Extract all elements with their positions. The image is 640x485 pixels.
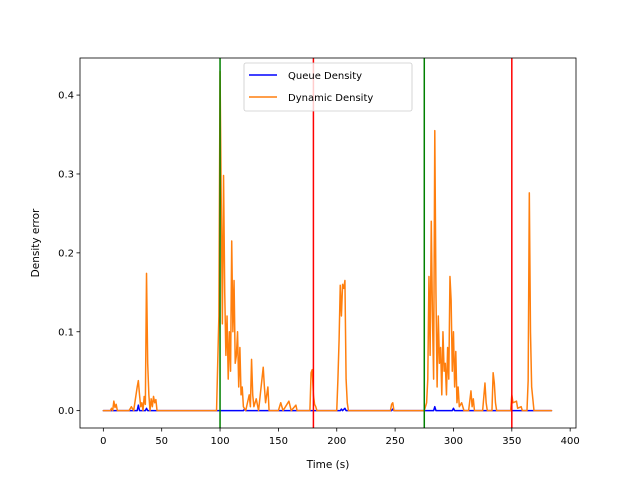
x-axis-label: Time (s): [306, 459, 350, 471]
x-tick-label: 350: [502, 436, 521, 447]
y-tick-label: 0.4: [58, 91, 74, 102]
series-layer: [102, 70, 553, 412]
x-tick-label: 250: [386, 436, 405, 447]
y-tick-label: 0.0: [58, 406, 74, 417]
x-tick-label: 50: [155, 436, 168, 447]
legend-box: [243, 62, 413, 112]
x-tick-label: 100: [211, 436, 230, 447]
x-axis-ticks: 0 50 100 150 200 250 300 350 400: [100, 428, 580, 447]
legend-items: Queue Density Dynamic Density: [249, 71, 373, 104]
vertical-lines-layer: [219, 58, 513, 428]
axes-frame: [79, 57, 577, 429]
y-axis-ticks: 0.0 0.1 0.2 0.3 0.4: [58, 91, 80, 417]
legend-label-0: Queue Density: [288, 71, 362, 82]
x-tick-label: 200: [327, 436, 346, 447]
y-axis-label: Density error: [30, 208, 42, 277]
y-tick-label: 0.2: [58, 248, 74, 259]
legend-label-1: Dynamic Density: [288, 93, 373, 104]
axes-background: [80, 58, 576, 428]
y-tick-label: 0.3: [58, 169, 74, 180]
series-line-0: [102, 404, 553, 412]
x-tick-label: 0: [100, 436, 106, 447]
y-tick-label: 0.1: [58, 327, 74, 338]
x-tick-label: 150: [269, 436, 288, 447]
plot-area: [80, 58, 576, 428]
series-line-1: [102, 70, 553, 412]
legend: Queue Density Dynamic Density: [243, 62, 413, 112]
x-tick-label: 300: [444, 436, 463, 447]
x-tick-label: 400: [561, 436, 580, 447]
